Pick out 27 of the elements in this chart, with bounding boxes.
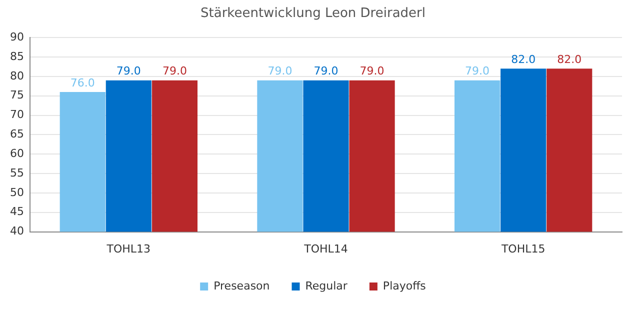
y-tick-label: 60 [10,146,24,160]
y-tick-label: 70 [10,108,24,122]
y-tick-label: 45 [10,205,24,218]
y-tick-label: 80 [10,69,24,82]
legend-label: Regular [305,279,348,292]
x-tick-label: TOHL15 [500,242,546,256]
data-label: 79.0 [116,64,141,78]
data-label: 79.0 [465,64,490,78]
data-label: 79.0 [268,64,292,78]
legend-label: Preseason [214,279,270,292]
data-label: 79.0 [162,64,187,78]
legend-label: Playoffs [382,279,426,292]
y-tick-label: 55 [10,166,24,180]
x-tick-label: TOHL13 [106,242,151,256]
data-label: 82.0 [511,53,536,66]
y-tick-label: 40 [10,224,24,238]
data-label: 79.0 [360,64,384,78]
y-tick-label: 65 [10,128,24,141]
y-tick-label: 85 [10,50,24,63]
chart-title: Stärkeentwicklung Leon Dreiraderl [200,6,426,22]
y-tick-label: 50 [10,186,24,199]
data-label: 79.0 [314,64,338,78]
y-tick-label: 75 [10,88,24,102]
x-tick-label: TOHL14 [303,242,348,256]
data-label: 76.0 [70,76,95,90]
data-label: 82.0 [557,53,582,66]
y-tick-label: 90 [10,30,24,44]
